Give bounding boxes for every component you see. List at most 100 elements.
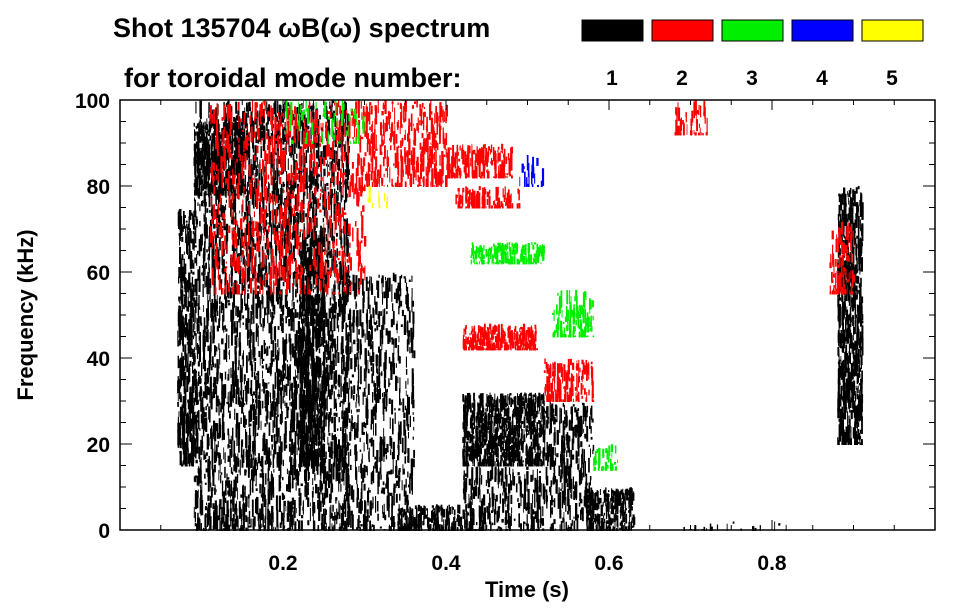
spectral-streak xyxy=(254,371,256,380)
spectral-streak xyxy=(233,321,236,334)
spectral-streak xyxy=(329,101,331,107)
spectral-streak xyxy=(290,154,292,158)
spectral-streak xyxy=(312,272,314,289)
spectral-streak xyxy=(290,457,293,476)
spectral-streak xyxy=(282,282,285,287)
spectral-streak xyxy=(253,450,255,461)
spectral-streak xyxy=(284,385,286,393)
spectral-streak xyxy=(207,142,209,154)
spectral-streak xyxy=(411,385,415,400)
spectral-streak xyxy=(313,239,316,256)
spectral-streak xyxy=(300,338,302,350)
spectral-streak xyxy=(315,461,317,471)
spectral-streak xyxy=(304,237,307,246)
spectral-streak xyxy=(323,404,326,413)
spectral-streak xyxy=(250,404,253,411)
spectral-streak xyxy=(261,355,263,364)
spectral-streak xyxy=(282,396,284,404)
spectral-streak xyxy=(333,416,336,432)
spectral-streak xyxy=(275,191,277,195)
spectral-streak xyxy=(248,148,250,159)
spectral-streak xyxy=(331,197,332,213)
spectral-streak xyxy=(332,304,334,319)
spectral-streak xyxy=(284,294,287,308)
spectral-streak xyxy=(235,115,238,120)
spectral-streak xyxy=(195,490,197,504)
spectral-streak xyxy=(313,368,315,381)
spectral-streak xyxy=(208,406,210,420)
spectral-streak xyxy=(316,321,319,326)
spectral-streak xyxy=(268,382,270,385)
spectral-streak xyxy=(316,327,319,335)
spectral-streak xyxy=(358,466,360,473)
spectral-streak xyxy=(208,502,210,511)
spectral-streak xyxy=(214,451,217,464)
spectral-streak xyxy=(268,198,271,212)
spectral-streak xyxy=(247,262,249,280)
spectral-streak xyxy=(345,102,347,110)
spectral-streak xyxy=(281,374,283,391)
spectral-streak xyxy=(322,424,325,438)
spectral-streak xyxy=(195,189,197,196)
spectral-streak xyxy=(286,468,288,475)
spectral-streak xyxy=(306,346,309,358)
spectral-streak xyxy=(238,469,240,473)
spectral-streak xyxy=(309,263,312,281)
spectral-streak xyxy=(292,230,294,239)
spectral-streak xyxy=(258,247,261,258)
spectral-streak xyxy=(198,192,200,200)
spectral-streak xyxy=(223,206,226,217)
spectral-streak xyxy=(311,309,314,324)
spectral-streak xyxy=(190,337,193,342)
spectral-streak xyxy=(296,423,298,437)
spectral-streak xyxy=(288,135,290,152)
spectral-streak xyxy=(211,150,214,161)
spectral-streak xyxy=(359,449,362,452)
spectral-streak xyxy=(193,369,196,386)
spectral-streak xyxy=(302,436,305,453)
spectral-streak xyxy=(321,127,323,132)
spectral-streak xyxy=(303,408,306,413)
spectral-streak xyxy=(366,509,369,522)
spectral-streak xyxy=(296,283,299,294)
spectral-streak xyxy=(287,412,289,416)
spectral-streak xyxy=(211,252,214,270)
spectral-streak xyxy=(198,471,202,484)
spectral-streak xyxy=(390,449,392,456)
spectral-streak xyxy=(246,355,248,373)
spectral-streak xyxy=(300,344,302,355)
spectral-streak xyxy=(255,375,257,391)
spectral-streak xyxy=(211,302,213,318)
spectral-streak xyxy=(245,387,248,405)
spectral-streak xyxy=(281,318,284,322)
spectral-streak xyxy=(213,147,216,154)
spectral-streak xyxy=(268,183,270,189)
spectral-streak xyxy=(198,315,200,324)
spectral-streak xyxy=(203,349,206,364)
spectral-streak xyxy=(297,136,301,149)
spectral-streak xyxy=(398,336,400,343)
spectral-streak xyxy=(219,305,221,321)
spectral-streak xyxy=(241,278,243,296)
spectral-streak xyxy=(253,459,255,477)
spectral-streak xyxy=(313,453,315,467)
spectral-streak xyxy=(284,373,286,379)
spectral-streak xyxy=(207,283,210,295)
spectral-streak xyxy=(309,353,312,357)
spectral-streak xyxy=(343,412,345,427)
spectral-streak xyxy=(304,485,307,493)
spectral-streak xyxy=(213,325,215,339)
spectral-streak xyxy=(243,412,244,428)
spectral-streak xyxy=(216,359,219,375)
spectral-streak xyxy=(263,494,266,507)
spectral-streak xyxy=(179,438,181,448)
spectral-streak xyxy=(291,497,295,506)
spectral-streak xyxy=(229,445,231,449)
spectral-streak xyxy=(322,218,324,223)
spectral-streak xyxy=(302,169,305,173)
spectral-streak xyxy=(285,383,288,396)
spectral-streak xyxy=(179,254,181,261)
spectral-streak xyxy=(199,467,201,471)
spectral-streak xyxy=(263,343,266,355)
spectral-streak xyxy=(191,441,193,454)
